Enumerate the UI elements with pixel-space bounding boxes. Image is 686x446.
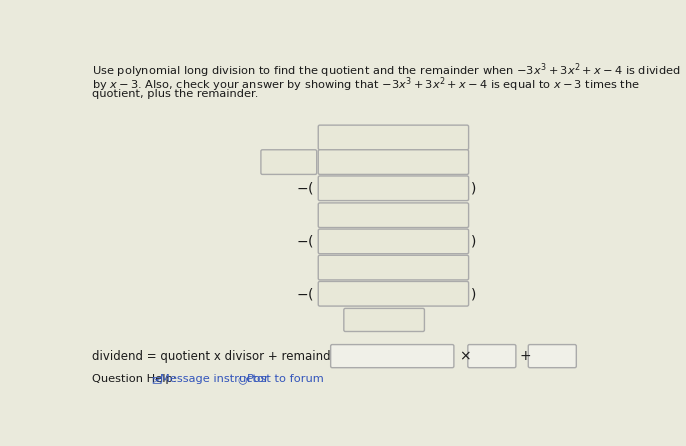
Text: $-($: $-($: [296, 180, 314, 196]
Text: ○: ○: [237, 374, 248, 384]
Text: quotient, plus the remainder.: quotient, plus the remainder.: [92, 89, 259, 99]
Text: $)$: $)$: [470, 286, 476, 302]
Text: $+$: $+$: [519, 349, 531, 363]
Text: $\times$: $\times$: [458, 349, 471, 363]
FancyBboxPatch shape: [318, 125, 469, 150]
FancyBboxPatch shape: [261, 150, 317, 174]
Text: Message instructor: Message instructor: [160, 374, 269, 384]
Text: $-($: $-($: [296, 286, 314, 302]
FancyBboxPatch shape: [318, 255, 469, 280]
Text: $)$: $)$: [470, 233, 476, 249]
Text: dividend = quotient x divisor + remainder =: dividend = quotient x divisor + remainde…: [92, 351, 357, 363]
FancyBboxPatch shape: [318, 150, 469, 174]
FancyBboxPatch shape: [318, 229, 469, 254]
FancyBboxPatch shape: [468, 345, 516, 368]
Text: Question Help:: Question Help:: [92, 374, 176, 384]
FancyBboxPatch shape: [528, 345, 576, 368]
FancyBboxPatch shape: [331, 345, 454, 368]
FancyBboxPatch shape: [318, 281, 469, 306]
Text: $-($: $-($: [296, 233, 314, 249]
Text: Use polynomial long division to find the quotient and the remainder when $-3x^3+: Use polynomial long division to find the…: [92, 61, 681, 80]
Text: $)$: $)$: [470, 180, 476, 196]
Text: Post to forum: Post to forum: [247, 374, 324, 384]
FancyBboxPatch shape: [344, 308, 425, 331]
FancyBboxPatch shape: [318, 203, 469, 227]
Text: by $x-3$. Also, check your answer by showing that $-3x^3+3x^2+x-4$ is equal to $: by $x-3$. Also, check your answer by sho…: [92, 75, 640, 94]
Text: ✉: ✉: [151, 374, 161, 387]
FancyBboxPatch shape: [318, 176, 469, 201]
